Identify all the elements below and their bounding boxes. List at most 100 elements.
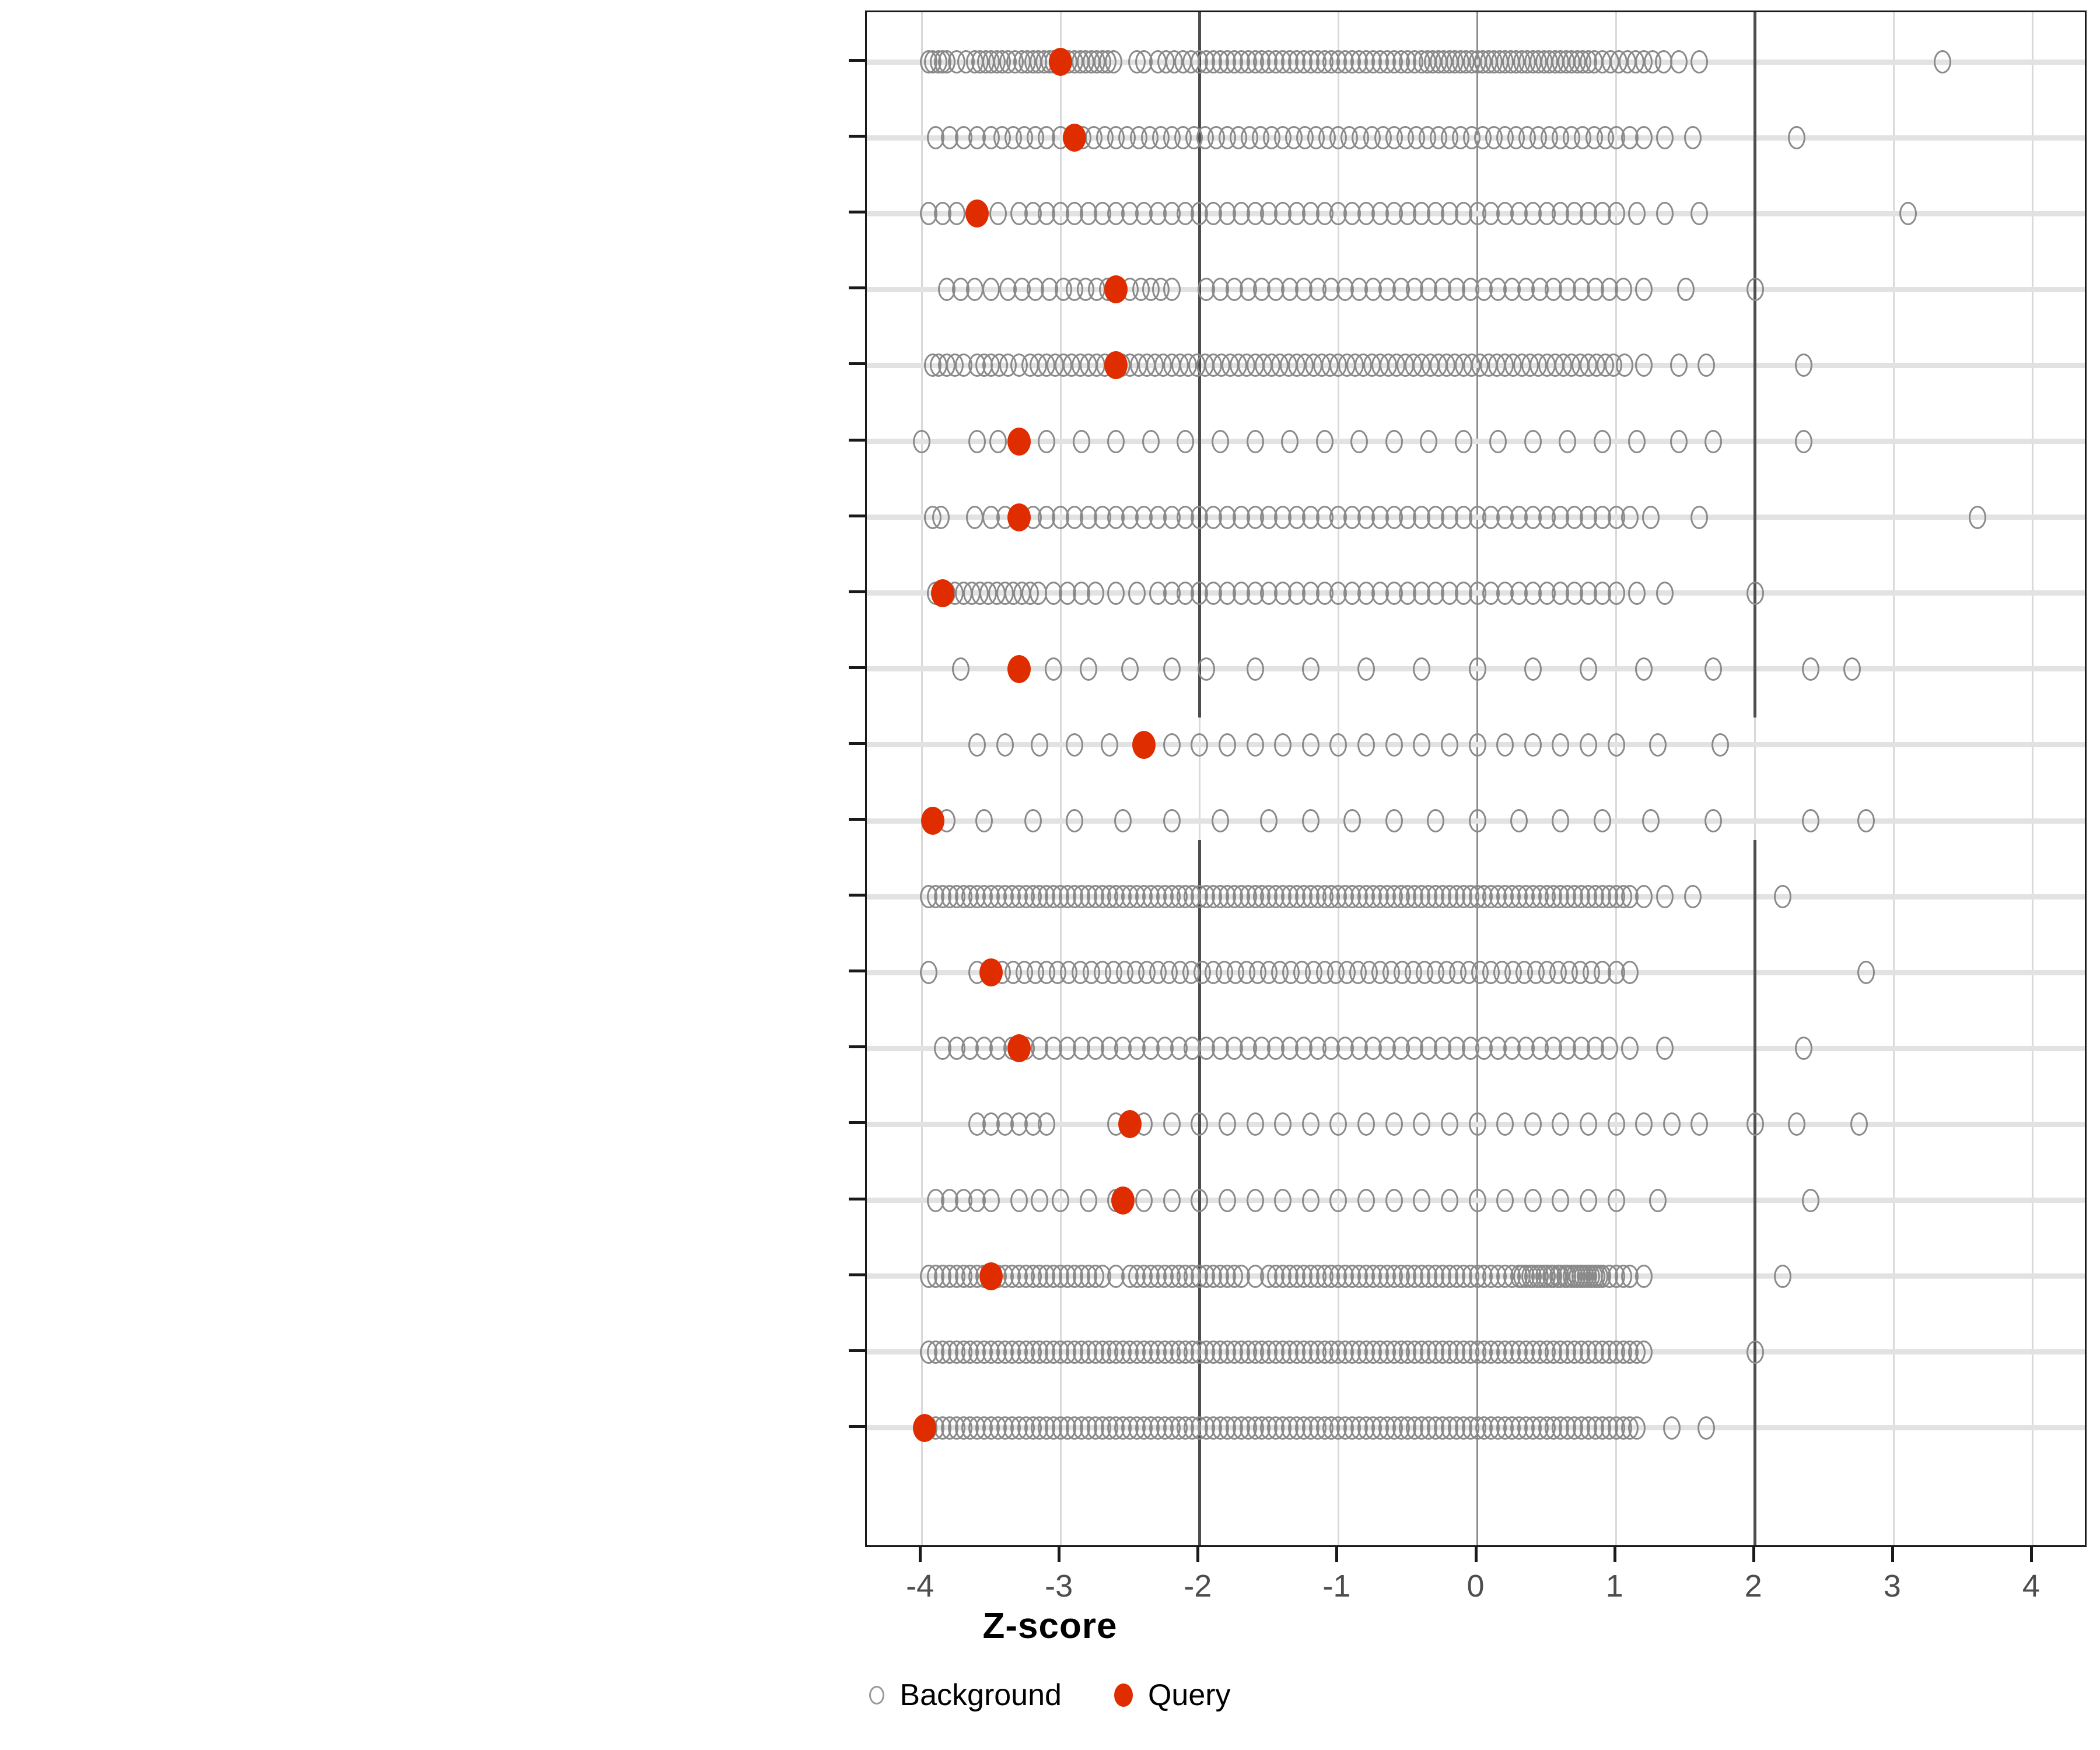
x-axis-tick-label--1: -1 [1322, 1569, 1351, 1604]
background-point [1801, 1188, 1819, 1212]
background-point [1704, 429, 1723, 453]
background-point [1385, 1112, 1403, 1136]
x-axis-tick-label-4: 4 [2022, 1569, 2040, 1604]
query-point[interactable] [1007, 1034, 1031, 1063]
background-point [1968, 505, 1986, 529]
background-point [947, 202, 965, 226]
background-point [1052, 1188, 1070, 1212]
y-axis-tick [849, 1349, 865, 1352]
background-point [1357, 733, 1376, 757]
background-point [1524, 733, 1542, 757]
background-point [1579, 657, 1597, 681]
gridline-x-4 [2032, 12, 2034, 1545]
query-point[interactable] [1104, 275, 1128, 304]
query-point[interactable] [1049, 48, 1073, 76]
background-point [1607, 1188, 1625, 1212]
background-point [1191, 733, 1209, 757]
background-point [1281, 429, 1299, 453]
background-point [968, 429, 986, 453]
background-point [1635, 1112, 1653, 1136]
x-axis-tick--1 [1335, 1547, 1339, 1562]
background-point [1690, 1112, 1709, 1136]
background-point [1163, 657, 1181, 681]
query-point[interactable] [1104, 351, 1128, 380]
background-point [1801, 657, 1819, 681]
background-point [1684, 885, 1702, 909]
query-point[interactable] [1007, 503, 1031, 531]
background-point [1385, 733, 1403, 757]
background-point [1212, 809, 1229, 832]
background-point [1615, 354, 1633, 377]
x-axis-tick--2 [1196, 1547, 1200, 1562]
background-point [1621, 505, 1639, 529]
background-point [1670, 429, 1688, 453]
background-point [1795, 354, 1813, 377]
query-point[interactable] [921, 807, 945, 835]
x-axis-tick-label--3: -3 [1045, 1569, 1073, 1604]
background-point [1045, 657, 1063, 681]
y-axis-tick [849, 1045, 865, 1049]
background-point [1795, 1037, 1813, 1060]
background-point [1413, 1112, 1431, 1136]
background-point [1621, 961, 1639, 985]
background-point [1635, 278, 1653, 302]
background-point [1801, 809, 1819, 832]
gridline-y-row [867, 439, 2085, 444]
background-point [989, 202, 1007, 226]
background-point [1246, 429, 1264, 453]
query-point[interactable] [1063, 124, 1086, 152]
background-point [1559, 429, 1577, 453]
legend-item-background[interactable]: Background [869, 1680, 1062, 1710]
background-point [1934, 50, 1952, 74]
y-axis-tick [849, 1273, 865, 1276]
background-point [1246, 733, 1264, 757]
background-point [1607, 202, 1625, 226]
background-point [1031, 1188, 1049, 1212]
query-point[interactable] [1007, 427, 1031, 456]
background-point [1843, 657, 1861, 681]
x-axis-tick-label-2: 2 [1744, 1569, 1762, 1604]
legend-label-background: Background [900, 1678, 1062, 1712]
background-point [1066, 809, 1083, 832]
background-point [1420, 429, 1438, 453]
background-point [982, 278, 1000, 302]
background-point [1621, 1037, 1639, 1060]
query-point[interactable] [979, 1262, 1003, 1290]
query-point[interactable] [912, 1413, 936, 1442]
background-point [1274, 733, 1292, 757]
background-point [1468, 809, 1486, 832]
background-point [1191, 1112, 1209, 1136]
y-axis-tick [849, 59, 865, 62]
filled-circle-icon [1114, 1684, 1133, 1707]
background-point [1746, 581, 1764, 605]
background-point [1656, 885, 1674, 909]
background-point [1690, 50, 1709, 74]
query-point[interactable] [930, 579, 954, 607]
background-point [1413, 657, 1431, 681]
background-point [1072, 429, 1090, 453]
background-point [1413, 733, 1431, 757]
background-point [1100, 733, 1118, 757]
background-point [1301, 1112, 1320, 1136]
background-point [1774, 1264, 1792, 1288]
background-point [1628, 581, 1646, 605]
background-point [1454, 429, 1472, 453]
background-point [1329, 733, 1348, 757]
query-point[interactable] [965, 200, 989, 228]
legend-item-query[interactable]: Query [1114, 1680, 1231, 1710]
background-point [1329, 1112, 1348, 1136]
background-point [1246, 1112, 1264, 1136]
x-axis-tick-label-0: 0 [1466, 1569, 1485, 1604]
query-point[interactable] [1118, 1110, 1142, 1139]
background-point [1489, 429, 1507, 453]
background-point [1274, 1188, 1292, 1212]
y-axis-tick [849, 970, 865, 973]
background-point [1774, 885, 1792, 909]
query-point[interactable] [979, 958, 1003, 987]
query-point[interactable] [1111, 1186, 1135, 1214]
background-point [1662, 1416, 1681, 1440]
query-point[interactable] [1007, 654, 1031, 683]
query-point[interactable] [1132, 730, 1156, 759]
background-point [1329, 1188, 1348, 1212]
